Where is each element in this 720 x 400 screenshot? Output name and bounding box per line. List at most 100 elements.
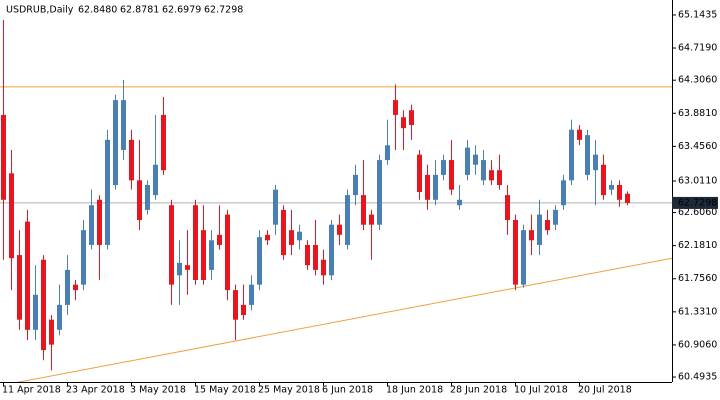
header-text: 62.8480 xyxy=(78,5,117,16)
candle-body xyxy=(449,160,454,190)
candle-body xyxy=(89,205,94,245)
candle-body xyxy=(185,265,190,270)
candle-body xyxy=(497,170,502,185)
header-text: 62.8781 xyxy=(120,5,159,16)
y-tick-label: 64.7190 xyxy=(678,43,717,54)
candle-body xyxy=(521,230,526,285)
candle-body xyxy=(297,231,302,241)
candle-body xyxy=(57,304,62,330)
candle-body xyxy=(313,244,318,270)
y-tick-label: 64.3060 xyxy=(678,75,717,86)
plot xyxy=(0,19,672,382)
candle-body xyxy=(105,139,110,245)
candle-body xyxy=(593,154,598,171)
candle-body xyxy=(201,230,206,280)
candle-body xyxy=(137,180,142,221)
candle-body xyxy=(265,234,270,241)
candle-body xyxy=(65,269,70,305)
header: USDRUB,Daily 62.8480 62.8781 62.6979 62.7298 xyxy=(6,5,243,16)
candle-body xyxy=(129,139,134,181)
candle-body xyxy=(345,195,350,245)
candle-body xyxy=(393,100,398,115)
y-tick-label: 65.1435 xyxy=(678,9,717,20)
candle-body xyxy=(585,135,590,175)
x-tick-label: 25 May 2018 xyxy=(258,385,320,396)
candle-body xyxy=(177,262,182,276)
candle-body xyxy=(233,290,238,320)
candle-body xyxy=(601,164,606,196)
candle-body xyxy=(249,284,254,305)
y-tick-label: 63.4560 xyxy=(678,141,717,152)
x-tick-label: 20 Jul 2018 xyxy=(578,385,632,396)
y-tick-label: 61.7560 xyxy=(678,273,717,284)
candle-body xyxy=(217,234,222,245)
candle-body xyxy=(257,237,262,285)
last-price-tag xyxy=(672,196,718,209)
candle-body xyxy=(49,319,54,345)
x-tick-label: 11 Apr 2018 xyxy=(2,385,61,396)
candle-body xyxy=(145,184,150,210)
candle-body xyxy=(153,164,158,196)
candle-body xyxy=(377,160,382,225)
candle-body xyxy=(505,195,510,221)
candle-body xyxy=(1,114,6,200)
last-price-label: 62.7298 xyxy=(678,197,717,208)
candle-body xyxy=(537,214,542,245)
candle-body xyxy=(161,114,166,171)
candle-body xyxy=(441,160,446,175)
candle-body xyxy=(385,145,390,161)
candle-body xyxy=(305,244,310,266)
candle-body xyxy=(81,230,86,285)
x-tick-label: 28 Jun 2018 xyxy=(450,385,507,396)
candle-body xyxy=(73,284,78,291)
x-tick-label: 15 May 2018 xyxy=(194,385,256,396)
candle-body xyxy=(209,240,214,270)
candle-body xyxy=(25,221,30,330)
candle-body xyxy=(329,224,334,276)
candle-body xyxy=(425,174,430,200)
candle-body xyxy=(41,259,46,351)
candle-body xyxy=(417,154,422,192)
candle-body xyxy=(225,214,230,291)
candle-body xyxy=(321,259,326,276)
y-tick-label: 62.6060 xyxy=(678,207,717,218)
candle-body xyxy=(289,230,294,245)
y-tick-label: 63.8810 xyxy=(678,108,717,119)
candle-body xyxy=(401,117,406,129)
y-tick-label: 60.4935 xyxy=(678,372,717,383)
candle-body xyxy=(113,100,118,185)
trendline xyxy=(16,257,672,382)
x-tick-label: 6 Jun 2018 xyxy=(322,385,373,396)
candle-body xyxy=(625,193,630,203)
candle-body xyxy=(17,255,22,320)
y-tick-label: 62.1810 xyxy=(678,240,717,251)
candle-body xyxy=(553,209,558,225)
candle-body xyxy=(241,304,246,316)
candle-body xyxy=(353,174,358,196)
candle-body xyxy=(457,199,462,206)
header-text: USDRUB,Daily xyxy=(6,5,74,16)
candle-body xyxy=(481,160,486,181)
candle-body xyxy=(609,184,614,190)
candle-body xyxy=(545,220,550,231)
header-text: 62.6979 xyxy=(162,5,201,16)
x-tick-label: 10 Jul 2018 xyxy=(514,385,568,396)
candle-body xyxy=(273,189,278,225)
x-tick-label: 23 Apr 2018 xyxy=(66,385,125,396)
candle-body xyxy=(569,129,574,181)
candle-body xyxy=(281,209,286,256)
y-tick-label: 60.9060 xyxy=(678,339,717,350)
y-tick-label: 61.3310 xyxy=(678,306,717,317)
candle-body xyxy=(193,205,198,280)
x-tick-label: 3 May 2018 xyxy=(130,385,186,396)
candle-body xyxy=(433,174,438,200)
candle-body xyxy=(513,220,518,285)
candle-body xyxy=(33,294,38,330)
header-text: 62.7298 xyxy=(204,5,243,16)
candle-body xyxy=(465,147,470,175)
candle-body xyxy=(169,205,174,285)
candle-body xyxy=(369,214,374,225)
candle-body xyxy=(617,184,622,200)
